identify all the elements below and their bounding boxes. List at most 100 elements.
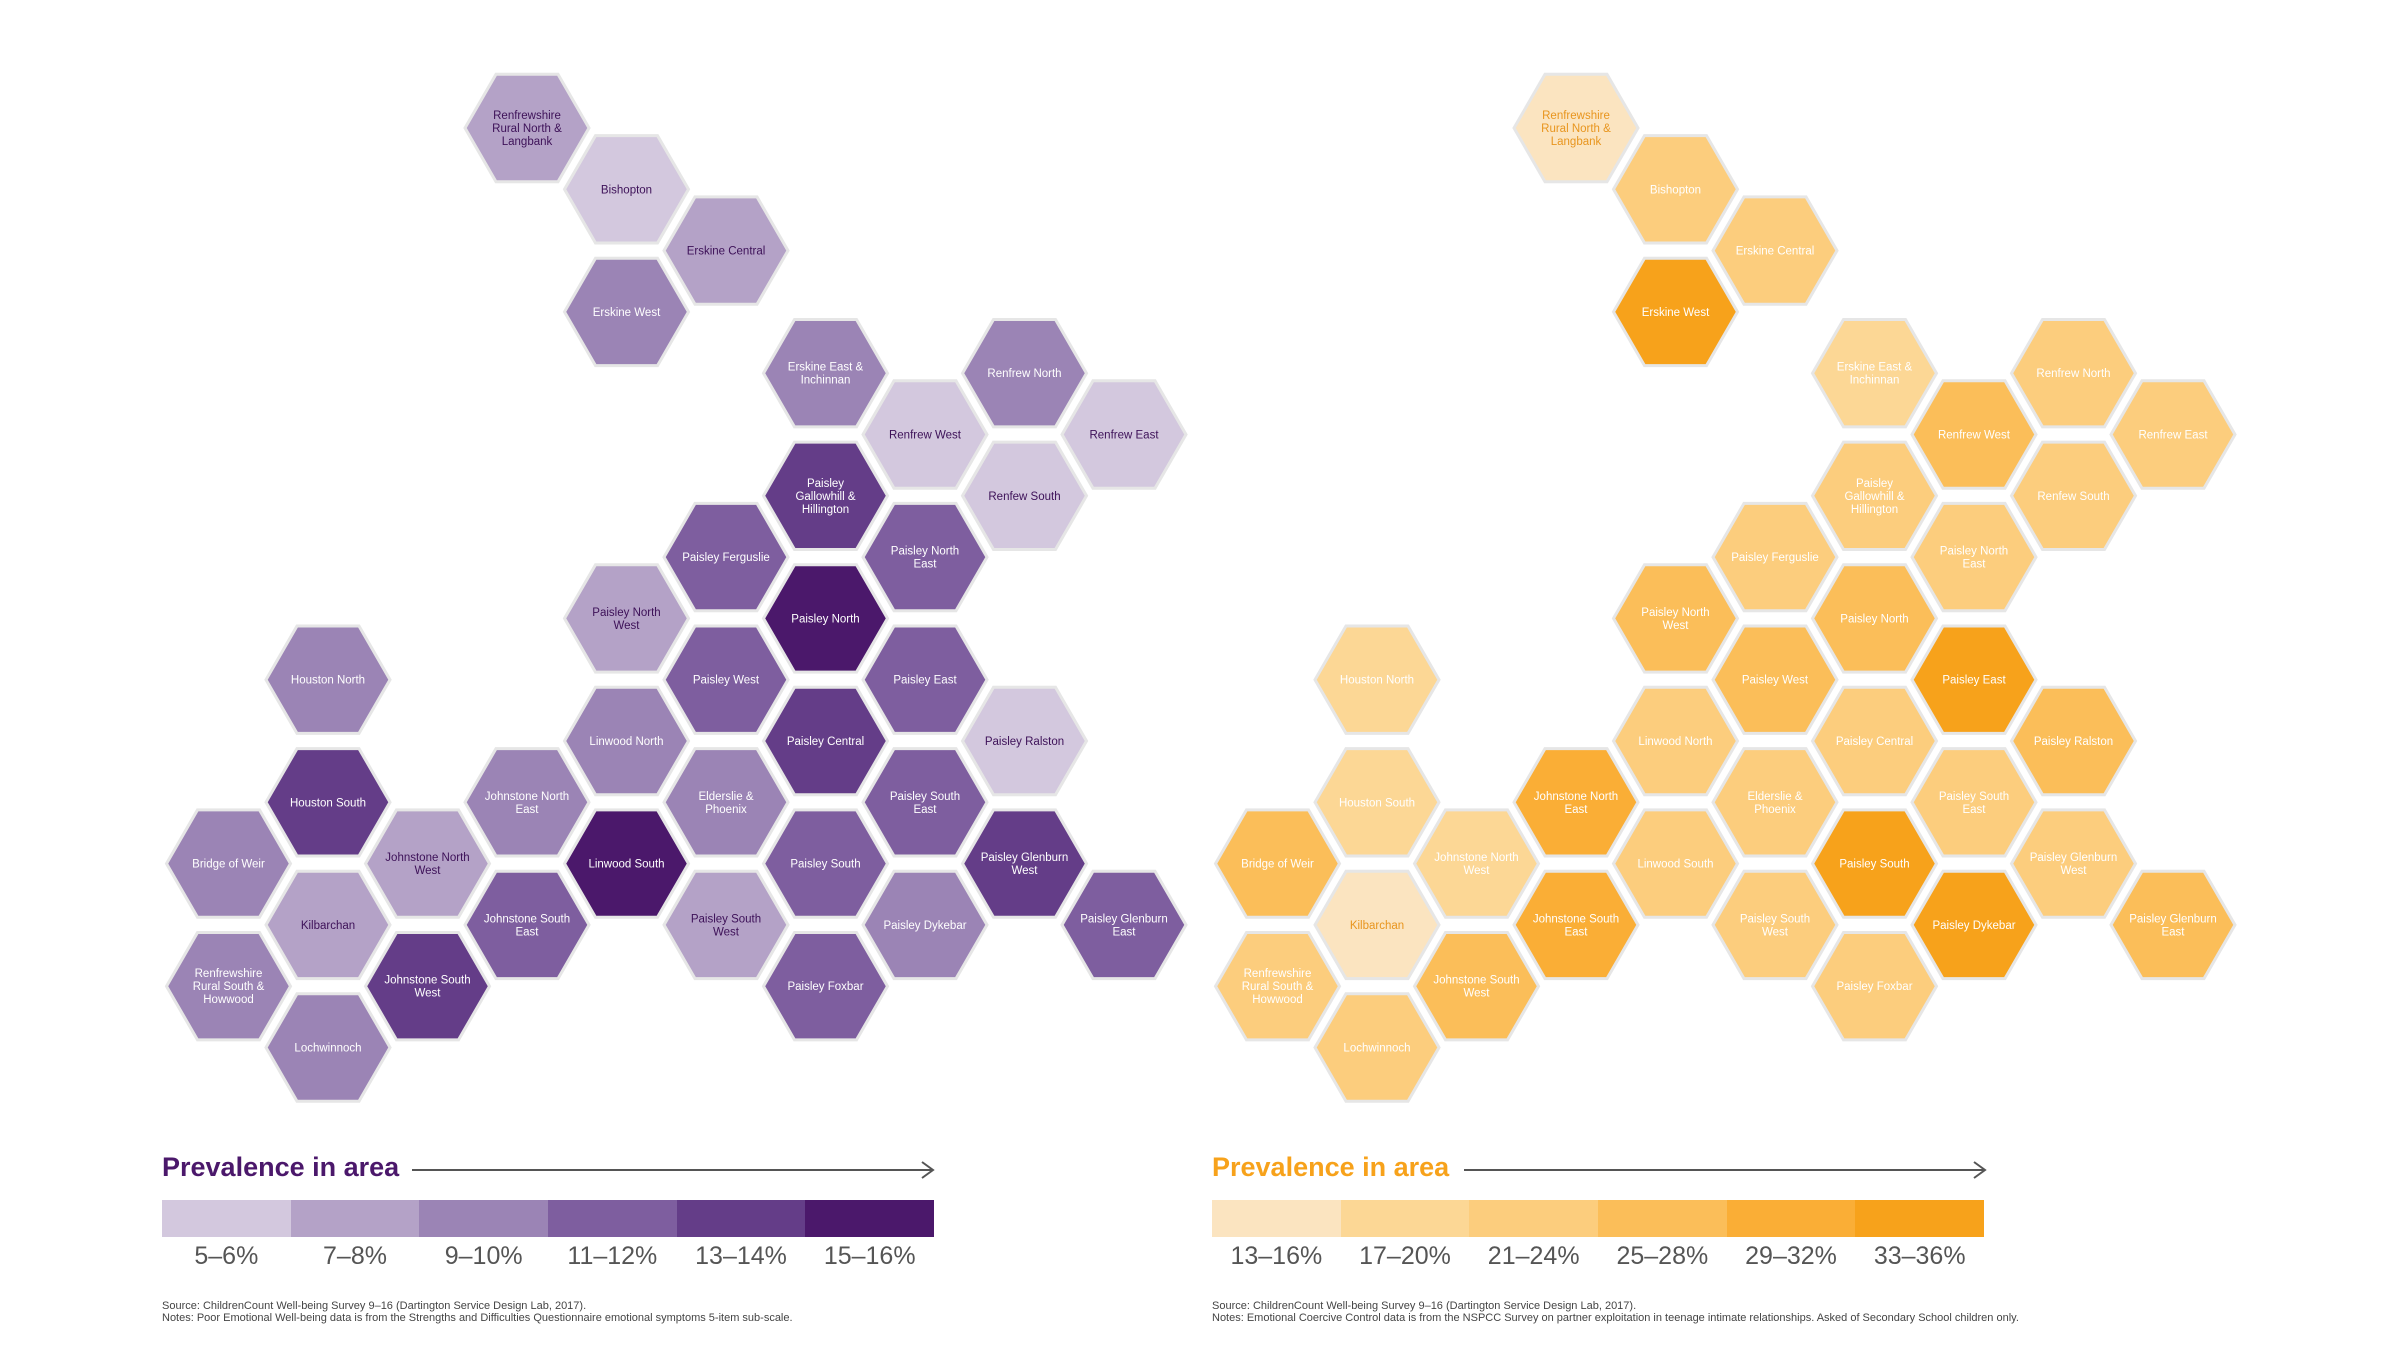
hex-johnstone-south-west — [363, 931, 492, 1042]
hex-erskine-east-and-inchinnan — [761, 318, 890, 429]
hex-paisley-north-west — [1611, 563, 1740, 674]
hex-label-paisley-east: Paisley East — [1942, 675, 2006, 687]
hex-renfrewshire-rural-north-and-langbank — [1512, 72, 1640, 184]
hex-label-paisley-west: Paisley West — [1742, 675, 1809, 687]
hex-label-renfrewshire-rural-south-and-howwood: Renfrewshire Rural South & Howwood — [1242, 968, 1314, 1006]
hex-label-erskine-east-and-inchinnan: Erskine East & Inchinnan — [1837, 362, 1913, 387]
hex-label-erskine-east-and-inchinnan: Erskine East & Inchinnan — [788, 362, 864, 387]
hex-erskine-central — [662, 195, 790, 306]
hex-label-paisley-glenburn-west: Paisley Glenburn West — [981, 852, 1069, 877]
hex-renfew-south — [2009, 440, 2138, 551]
hex-label-paisley-dykebar: Paisley Dykebar — [1932, 920, 2015, 932]
legend-swatch — [1855, 1200, 1985, 1237]
hex-label-elderslie-and-phoenix: Elderslie & Phoenix — [699, 791, 754, 816]
hex-paisley-glenburn-east — [1060, 869, 1188, 981]
hex-paisley-south — [761, 808, 890, 919]
hex-renfew-south — [960, 440, 1089, 551]
hex-label-paisley-south-east: Paisley South East — [1939, 791, 2009, 816]
hex-paisley-north-west — [562, 563, 691, 674]
hex-paisley-north — [1810, 563, 1939, 674]
hex-label-johnstone-north-west: Johnstone North West — [1434, 852, 1518, 877]
hex-linwood-south — [1611, 808, 1740, 919]
hex-paisley-glenburn-east — [2109, 869, 2237, 981]
hex-paisley-central — [1810, 685, 1939, 797]
hex-label-erskine-central: Erskine Central — [1736, 246, 1815, 258]
hex-paisley-south-east — [1910, 747, 2038, 858]
hex-label-paisley-dykebar: Paisley Dykebar — [883, 920, 966, 932]
hex-kilbarchan — [264, 869, 392, 981]
legend-tick-label: 33–36% — [1873, 1242, 1966, 1270]
hex-paisley-west — [662, 624, 790, 735]
hex-label-paisley-north-west: Paisley North West — [592, 607, 660, 632]
hex-paisley-south — [1810, 808, 1939, 919]
legend-swatch — [290, 1200, 420, 1237]
hex-label-johnstone-south-east: Johnstone South East — [484, 913, 570, 938]
hex-elderslie-and-phoenix — [662, 747, 790, 858]
hex-paisley-north-east — [861, 501, 989, 613]
hex-johnstone-north-west — [1412, 808, 1541, 919]
notes-left: Source: ChildrenCount Well-being Survey … — [162, 1300, 1062, 1324]
hex-label-paisley-north: Paisley North — [1840, 613, 1908, 625]
hex-paisley-gallowhill-and-hillington — [1810, 440, 1939, 551]
legend-swatch — [676, 1200, 806, 1237]
hex-houston-south — [1313, 747, 1441, 858]
hex-erskine-central — [1711, 195, 1839, 306]
hex-label-paisley-ralston: Paisley Ralston — [985, 736, 1064, 748]
legend-tick-label: 11–12% — [567, 1242, 658, 1270]
legend-swatch — [548, 1200, 677, 1237]
hex-label-renfrewshire-rural-north-and-langbank: Renfrewshire Rural North & Langbank — [492, 110, 562, 148]
hex-johnstone-north-west — [363, 808, 492, 919]
legend-swatch — [1598, 1200, 1727, 1237]
hex-label-lochwinnoch: Lochwinnoch — [294, 1043, 361, 1055]
hex-paisley-south-east — [861, 747, 989, 858]
hex-label-houston-south: Houston South — [290, 797, 366, 809]
legend-tick-label: 21–24% — [1487, 1242, 1580, 1270]
hex-label-paisley-south-west: Paisley South West — [691, 913, 761, 938]
legend-swatch — [1726, 1200, 1856, 1237]
hex-label-paisley-foxbar: Paisley Foxbar — [787, 981, 863, 993]
hex-erskine-west — [562, 256, 691, 368]
hex-label-lochwinnoch: Lochwinnoch — [1343, 1043, 1410, 1055]
hex-renfrew-west — [861, 379, 989, 490]
hex-linwood-north — [1611, 685, 1740, 797]
hex-johnstone-south-west — [1412, 931, 1541, 1042]
hex-paisley-east — [1910, 624, 2038, 735]
hex-paisley-dykebar — [1910, 869, 2038, 981]
legend-color-bar-left — [162, 1200, 935, 1237]
hex-label-paisley-gallowhill-and-hillington: Paisley Gallowhill & Hillington — [795, 478, 855, 516]
hex-renfrew-north — [2009, 318, 2138, 429]
hex-renfrewshire-rural-north-and-langbank — [463, 72, 591, 184]
hex-renfrew-east — [1060, 379, 1188, 490]
hex-label-bridge-of-weir: Bridge of Weir — [1241, 859, 1314, 871]
hex-label-erskine-west: Erskine West — [593, 307, 661, 319]
hex-paisley-ralston — [960, 685, 1089, 797]
hex-label-paisley-foxbar: Paisley Foxbar — [1836, 981, 1912, 993]
hex-label-renfrewshire-rural-south-and-howwood: Renfrewshire Rural South & Howwood — [193, 968, 265, 1006]
hex-paisley-ferguslie — [662, 501, 790, 613]
hex-bridge-of-weir — [1213, 808, 1342, 919]
hex-paisley-glenburn-west — [960, 808, 1089, 919]
hex-paisley-east — [861, 624, 989, 735]
hex-label-paisley-north-east: Paisley North East — [1940, 546, 2008, 571]
hex-label-renfrewshire-rural-north-and-langbank: Renfrewshire Rural North & Langbank — [1541, 110, 1611, 148]
hex-paisley-central — [761, 685, 890, 797]
hex-label-johnstone-south-west: Johnstone South West — [384, 975, 470, 1000]
legend-tick-label: 17–20% — [1359, 1242, 1451, 1270]
hex-label-renfrew-east: Renfrew East — [2138, 430, 2208, 442]
hex-label-paisley-north: Paisley North — [791, 613, 859, 625]
legend-tick-label: 25–28% — [1616, 1242, 1709, 1270]
legend-ticks-left: 5–6% 7–8% 9–10% 11–12% 13–14% 15–16% — [162, 1242, 934, 1271]
legend-swatch — [1340, 1200, 1470, 1237]
legend-tick-label: 7–8% — [323, 1242, 387, 1270]
hex-label-paisley-south: Paisley South — [1839, 859, 1909, 871]
hex-label-linwood-south: Linwood South — [1637, 859, 1713, 871]
legend-swatch — [1212, 1200, 1341, 1237]
hex-label-johnstone-north-east: Johnstone North East — [1534, 791, 1618, 816]
hex-paisley-glenburn-west — [2009, 808, 2138, 919]
hex-map-right: Renfrewshire Rural North & Langbank Bishopt… — [1213, 72, 2237, 1103]
hex-paisley-foxbar — [1810, 931, 1939, 1042]
hex-label-renfew-south: Renfew South — [988, 491, 1060, 503]
note-source-right: Source: ChildrenCount Well-being Survey … — [1212, 1300, 1637, 1312]
hex-paisley-gallowhill-and-hillington — [761, 440, 890, 551]
